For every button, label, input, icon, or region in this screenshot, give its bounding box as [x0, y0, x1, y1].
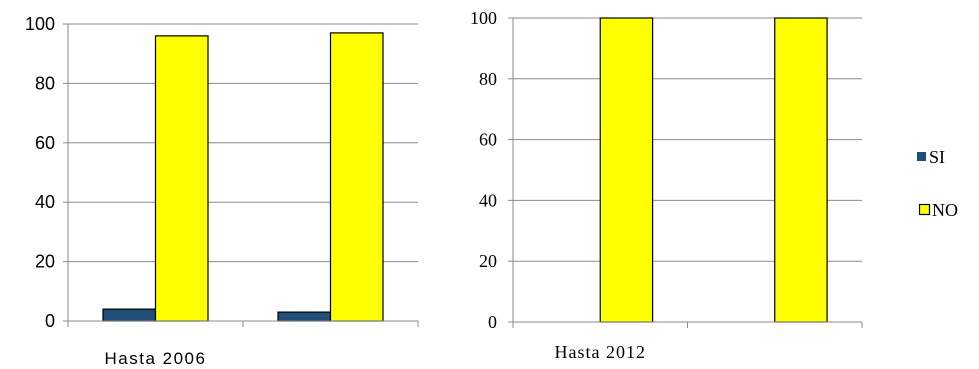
bar-si [102, 308, 157, 322]
y-tick-label: 60 [479, 130, 497, 150]
y-tick-label: 20 [35, 252, 55, 272]
bar-no [329, 32, 384, 322]
chart-panel-2: 0 20 40 60 80 100 Hasta 2012 [470, 8, 863, 362]
legend-swatch-si [917, 152, 926, 161]
y-tick-label: 80 [35, 73, 55, 93]
y-tick-label: 0 [488, 312, 497, 332]
legend: SI NO [917, 147, 958, 220]
chart-panel-1: 0 20 40 60 80 100 Hasta 2006 [25, 14, 419, 368]
y-tick-label: 40 [479, 190, 497, 210]
category-label: Hasta 2006 [105, 349, 207, 368]
y-tick-label: 60 [35, 133, 55, 153]
legend-label-si: SI [929, 147, 945, 167]
legend-label-no: NO [932, 200, 958, 220]
y-tick-label: 0 [45, 311, 55, 331]
bar-no [154, 35, 209, 322]
legend-swatch-no [918, 203, 931, 216]
category-label: Hasta 2012 [555, 342, 646, 362]
y-tick-label: 40 [35, 192, 55, 212]
y-tick-label: 80 [479, 69, 497, 89]
bar-si [277, 311, 332, 322]
y-tick-label: 100 [25, 14, 55, 34]
y-tick-label: 100 [470, 8, 497, 28]
y-tick-label: 20 [479, 251, 497, 271]
bar-no [774, 17, 828, 323]
bar-no [599, 17, 654, 323]
